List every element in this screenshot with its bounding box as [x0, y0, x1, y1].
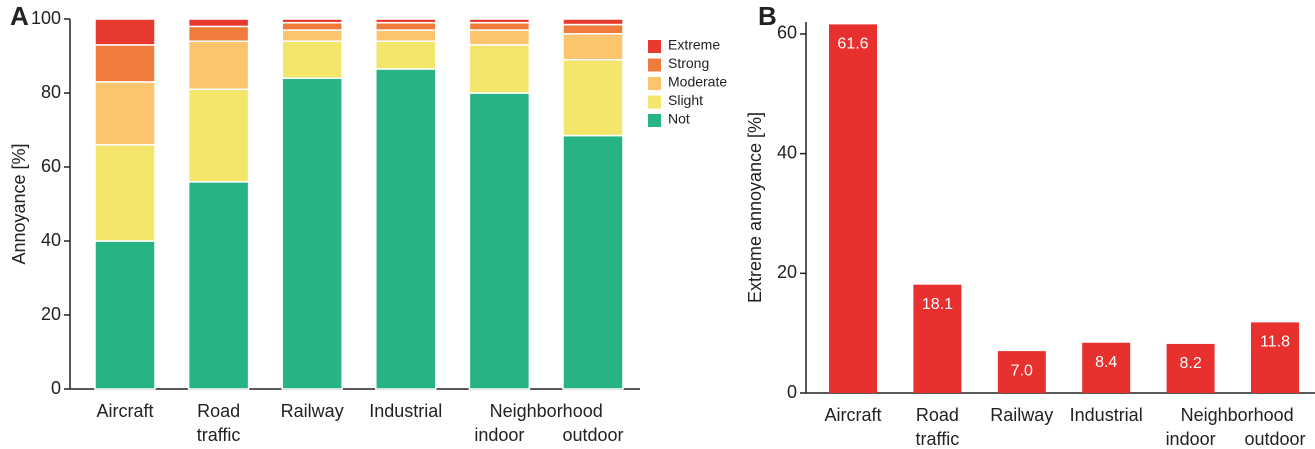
- x-tick-label: Road traffic: [196, 401, 241, 445]
- y-axis-label: Extreme annoyance [%]: [745, 112, 765, 303]
- bar-segment: [94, 240, 156, 390]
- bar-segment: [375, 29, 437, 42]
- bar-segment: [94, 18, 156, 46]
- y-tick-label: 0: [787, 382, 797, 402]
- y-tick-label: 40: [777, 142, 797, 162]
- bar-segment: [187, 88, 250, 183]
- legend-label: Strong: [668, 55, 709, 71]
- bar-segment: [281, 29, 343, 42]
- x-tick-label: outdoor: [1244, 429, 1306, 449]
- bar-segment: [562, 58, 624, 137]
- y-tick-label: 60: [777, 23, 797, 43]
- bar-segment: [94, 81, 156, 146]
- legend-label: Slight: [668, 92, 703, 108]
- legend-label: Moderate: [668, 74, 727, 90]
- legend-label: Not: [668, 111, 690, 127]
- category-group-label: Neighborhood: [1180, 405, 1294, 425]
- y-tick-label: 40: [41, 230, 61, 250]
- bar-segment: [375, 18, 437, 24]
- value-label: 61.6: [837, 36, 868, 53]
- x-tick-label: outdoor: [562, 425, 624, 445]
- bar-segment: [468, 29, 531, 46]
- bar-segment: [562, 23, 624, 35]
- y-tick-label: 20: [41, 304, 61, 324]
- y-axis-label: Annoyance [%]: [9, 143, 29, 264]
- bar-segment: [375, 21, 437, 31]
- bar-segment: [468, 18, 531, 24]
- bar: [1082, 342, 1131, 393]
- x-tick-label: Aircraft: [824, 405, 882, 425]
- value-label: 7.0: [1011, 362, 1033, 379]
- value-label: 18.1: [922, 296, 953, 313]
- legend-swatch: [648, 40, 661, 53]
- bar-segment: [468, 92, 531, 390]
- bar: [829, 24, 877, 393]
- bar-segment: [468, 21, 531, 31]
- legend-swatch: [648, 95, 661, 109]
- x-tick-label: indoor: [474, 425, 525, 445]
- bar-segment: [94, 144, 156, 242]
- bar-segment: [562, 134, 624, 390]
- value-label: 8.2: [1179, 355, 1201, 372]
- bar-segment: [468, 44, 531, 94]
- legend-label: Extreme: [668, 37, 720, 53]
- bar-segment: [281, 18, 343, 24]
- value-label: 8.4: [1095, 354, 1117, 371]
- y-tick-label: 100: [31, 8, 61, 28]
- bar-segment: [375, 68, 437, 390]
- y-tick-label: 0: [51, 378, 61, 398]
- bar: [997, 351, 1046, 393]
- y-tick-label: 80: [41, 82, 61, 102]
- x-tick-label: Industrial: [369, 401, 443, 421]
- bar-segment: [94, 44, 156, 83]
- bar-segment: [562, 18, 624, 26]
- x-tick-label: Aircraft: [96, 401, 154, 421]
- bar-segment: [281, 77, 343, 390]
- x-tick-label: Railway: [990, 405, 1054, 425]
- bar-segment: [187, 25, 250, 42]
- bar-segment: [375, 40, 437, 70]
- panel-label: B: [758, 1, 777, 31]
- bar-segment: [281, 40, 343, 79]
- bar-segment: [562, 33, 624, 61]
- bar-segment: [187, 181, 250, 390]
- bar-segment: [187, 40, 250, 91]
- bar: [1251, 322, 1299, 393]
- bar: [913, 284, 962, 393]
- value-label: 11.8: [1260, 334, 1290, 351]
- x-tick-label: indoor: [1165, 429, 1216, 449]
- bar-segment: [281, 21, 343, 31]
- category-group-label: Neighborhood: [489, 401, 603, 421]
- legend-swatch: [648, 114, 661, 127]
- legend-swatch: [648, 77, 661, 90]
- x-tick-label: Road traffic: [915, 405, 960, 449]
- y-tick-label: 60: [41, 156, 61, 176]
- x-tick-label: Railway: [280, 401, 344, 421]
- legend-swatch: [648, 58, 661, 72]
- bar: [1166, 343, 1215, 393]
- panel-label: A: [10, 1, 29, 31]
- bar-segment: [187, 18, 250, 28]
- y-tick-label: 20: [777, 262, 797, 282]
- x-tick-label: Industrial: [1069, 405, 1143, 425]
